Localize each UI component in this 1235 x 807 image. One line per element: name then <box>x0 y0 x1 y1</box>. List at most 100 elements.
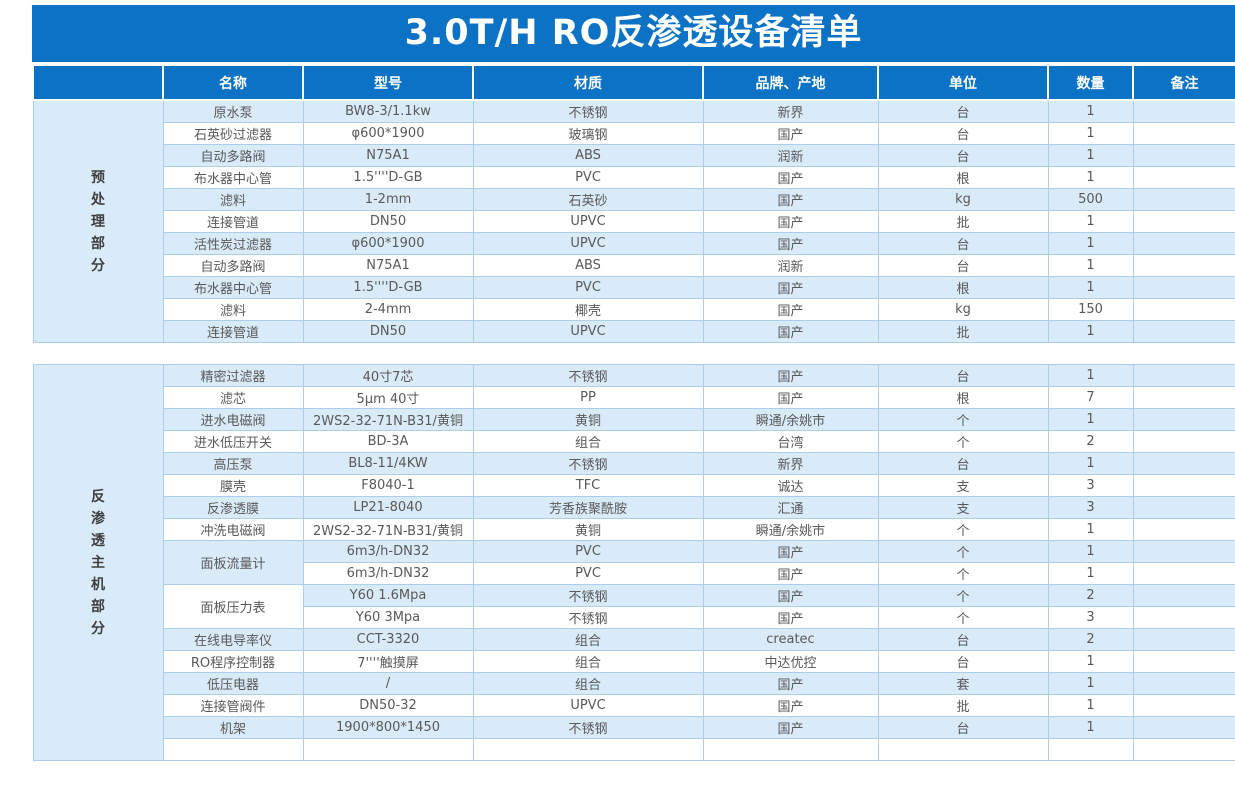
cell-material: UPVC <box>472 210 704 233</box>
cell-name: 布水器中心管 <box>162 166 304 189</box>
cell-model: N75A1 <box>302 254 474 277</box>
cell-unit: kg <box>877 188 1049 211</box>
table-row: 膜壳 F8040-1 TFC 诚达支 3 <box>33 474 1235 497</box>
cell-name: RO程序控制器 <box>162 650 304 673</box>
cell-brand: 瞬通/余姚市 <box>702 518 879 541</box>
table-row: 滤料 1-2mm 石英砂 国产 kg 500 <box>33 188 1235 211</box>
table-row: 面板流量计 6m3/h-DN32 PVC 国产个 1 <box>33 540 1235 585</box>
cell-model: BW8-3/1.1kw <box>302 99 474 123</box>
section-separator-cell <box>33 342 1235 365</box>
section-separator-row <box>33 342 1235 365</box>
cell-qty: 1 <box>1047 672 1134 695</box>
cell-note <box>1132 716 1235 739</box>
cell-unit: 台 <box>877 364 1049 387</box>
cell-model: 2-4mm <box>302 298 474 321</box>
cell-qty: 1 <box>1047 232 1134 255</box>
cell-note <box>1132 320 1235 343</box>
cell-qty: 1 <box>1047 694 1134 717</box>
cell-name: 滤料 <box>162 188 304 211</box>
cell-brand: 国产 <box>702 606 879 629</box>
cell-brand: 润新 <box>702 254 879 277</box>
cell-qty: 7 <box>1047 386 1134 409</box>
cell-unit: 支 <box>877 496 1049 519</box>
cell-unit: kg <box>877 298 1049 321</box>
table-row: 冲洗电磁阀 2WS2-32-71N-B31/黄铜 黄铜 瞬通/余姚市个 1 <box>33 518 1235 541</box>
cell-unit: 台 <box>877 254 1049 277</box>
cell-material: 黄铜 <box>472 408 704 431</box>
cell-brand: 国产 <box>702 364 879 387</box>
cell-unit: 台 <box>877 650 1049 673</box>
cell-name: 精密过滤器 <box>162 364 304 387</box>
cell-qty: 1 <box>1047 408 1134 431</box>
table-row: 石英砂过滤器 φ600*1900 玻璃钢 国产台 1 <box>33 122 1235 145</box>
cell-note <box>1132 452 1235 475</box>
cell-note <box>1132 628 1235 651</box>
cell-note <box>1132 144 1235 167</box>
cell-unit: 个 <box>877 562 1049 585</box>
cell-note <box>1132 232 1235 255</box>
cell-model: 6m3/h-DN32 <box>302 540 474 563</box>
cell-brand: 新界 <box>702 99 879 123</box>
cell-qty: 1 <box>1047 364 1134 387</box>
cell-model: Y60 3Mpa <box>302 606 474 629</box>
cell-brand: 国产 <box>702 562 879 585</box>
cell-unit: 支 <box>877 474 1049 497</box>
cell-qty: 1 <box>1047 452 1134 475</box>
cell-note <box>1132 738 1235 761</box>
cell-brand: 汇通 <box>702 496 879 519</box>
cell-material: 不锈钢 <box>472 584 704 607</box>
cell-note <box>1132 254 1235 277</box>
cell-material: 组合 <box>472 650 704 673</box>
table-row: 预处理部分原水泵 BW8-3/1.1kw 不锈钢 新界台 1 <box>32 99 1235 343</box>
cell-note <box>1132 518 1235 541</box>
cell-model: Y60 1.6Mpa <box>302 584 474 607</box>
cell-qty: 1 <box>1047 144 1134 167</box>
cell-name: 膜壳 <box>162 474 304 497</box>
cell-qty: 2 <box>1047 584 1134 607</box>
cell-material: PP <box>472 386 704 409</box>
cell-brand: 国产 <box>702 166 879 189</box>
table-row: Y60 3Mpa 不锈钢 国产个 3 <box>33 606 1235 629</box>
table-row: 机架 1900*800*1450 不锈钢 国产台 1 <box>33 716 1235 739</box>
cell-brand: 台湾 <box>702 430 879 453</box>
table-row: 连接管阀件 DN50-32 UPVC 国产批 1 <box>33 694 1235 717</box>
cell-material: 不锈钢 <box>472 452 704 475</box>
cell-model <box>302 738 474 761</box>
cell-qty: 1 <box>1047 320 1134 343</box>
cell-qty: 1 <box>1047 518 1134 541</box>
cell-qty: 1 <box>1047 166 1134 189</box>
cell-name: 原水泵 <box>162 99 304 123</box>
cell-unit: 批 <box>877 694 1049 717</box>
cell-qty: 2 <box>1047 430 1134 453</box>
cell-material: 不锈钢 <box>472 716 704 739</box>
cell-name: 进水电磁阀 <box>162 408 304 431</box>
cell-name: 低压电器 <box>162 672 304 695</box>
column-header: 单位 <box>877 64 1049 101</box>
cell-name: 滤芯 <box>162 386 304 409</box>
cell-brand <box>702 738 879 761</box>
cell-model: N75A1 <box>302 144 474 167</box>
cell-brand: 国产 <box>702 694 879 717</box>
cell-brand: 润新 <box>702 144 879 167</box>
cell-unit: 个 <box>877 540 1049 563</box>
cell-qty: 1 <box>1047 276 1134 299</box>
cell-material: ABS <box>472 144 704 167</box>
cell-name: 进水低压开关 <box>162 430 304 453</box>
cell-material: ABS <box>472 254 704 277</box>
cell-note <box>1132 276 1235 299</box>
cell-brand: 诚达 <box>702 474 879 497</box>
table-row: 自动多路阀 N75A1 ABS 润新台 1 <box>33 144 1235 167</box>
cell-unit: 根 <box>877 386 1049 409</box>
cell-qty: 1 <box>1047 650 1134 673</box>
cell-material: PVC <box>472 276 704 299</box>
cell-unit: 个 <box>877 408 1049 431</box>
cell-model: 1.5''''D-GB <box>302 276 474 299</box>
cell-material: 组合 <box>472 430 704 453</box>
cell-unit: 个 <box>877 584 1049 607</box>
cell-qty: 1 <box>1047 254 1134 277</box>
column-header: 名称 <box>162 64 304 101</box>
table-row: 6m3/h-DN32 PVC 国产个 1 <box>33 562 1235 585</box>
cell-qty: 3 <box>1047 496 1134 519</box>
cell-qty: 3 <box>1047 606 1134 629</box>
cell-unit: 个 <box>877 518 1049 541</box>
